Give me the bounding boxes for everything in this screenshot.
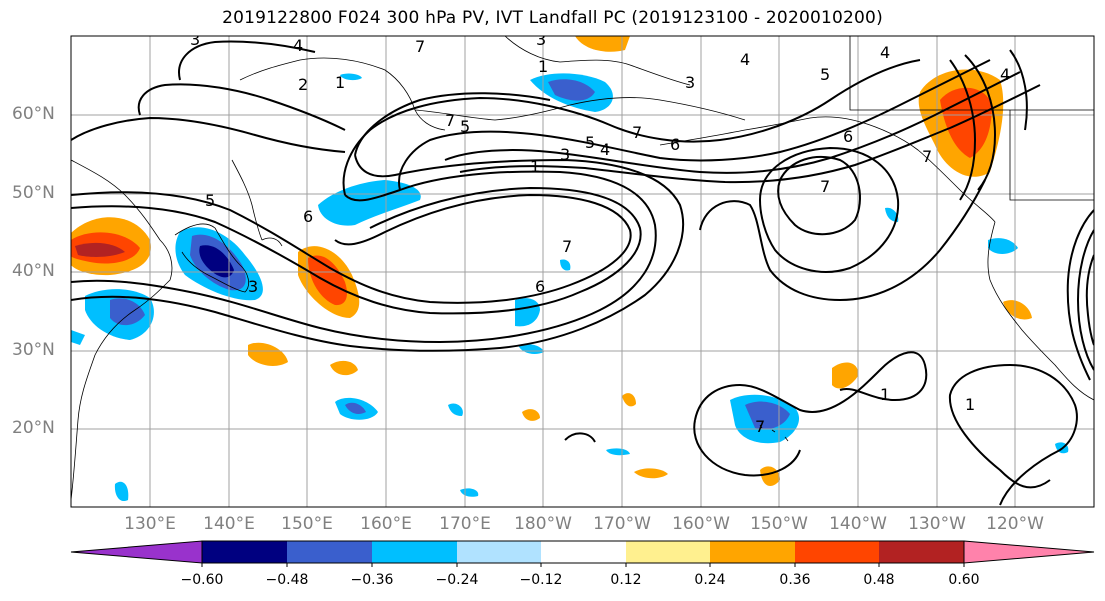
contour-label: 1	[335, 73, 345, 92]
colorbar-extend-max	[963, 540, 1095, 564]
gridlines	[71, 36, 1094, 507]
colorbar-tick-label: −0.36	[350, 572, 394, 588]
colorbar-segment	[710, 541, 795, 563]
lon-label: 180°W	[514, 514, 572, 534]
colorbar-tick-label: −0.24	[435, 572, 479, 588]
lon-label: 170°E	[439, 514, 491, 534]
contour-label: 4	[293, 36, 303, 55]
contour-label: 3	[560, 145, 570, 164]
map-frame	[70, 35, 1095, 508]
colorbar-segment	[202, 541, 287, 563]
contour-label: 4	[740, 50, 750, 69]
colorbar-tick-label: −0.60	[180, 572, 224, 588]
contour-label: 1	[538, 57, 548, 76]
contour-label: 3	[248, 277, 258, 296]
contour-label: 5	[820, 65, 830, 84]
lon-label: 160°E	[360, 514, 412, 534]
contour-label: 4	[880, 43, 890, 62]
colorbar-extend-min	[70, 540, 203, 564]
lat-label: 40°N	[12, 261, 55, 281]
contour-label: 6	[670, 135, 680, 154]
contour-label: 7	[755, 417, 765, 436]
lat-label: 20°N	[12, 418, 55, 438]
colorbar-segment	[879, 541, 964, 563]
lon-label: 130°W	[908, 514, 966, 534]
map-title: 2019122800 F024 300 hPa PV, IVT Landfall…	[222, 8, 883, 28]
contour-label: 1	[965, 395, 975, 414]
contour-labels: 3 4 2 1 5 1 3 5 4 7 6 1 3 4 5 6 7 5 6 7 …	[190, 30, 1010, 436]
lon-label: 140°E	[203, 514, 255, 534]
contour-label: 7	[632, 123, 642, 142]
pv-contours	[71, 40, 1094, 506]
contour-label: 3	[190, 30, 200, 49]
colorbar-segment	[795, 541, 879, 563]
contour-label: 4	[600, 140, 610, 159]
contour-label: 7	[820, 177, 830, 196]
contour-label: 6	[303, 207, 313, 226]
lon-label: 150°W	[750, 514, 808, 534]
lat-label: 50°N	[12, 183, 55, 203]
contour-label: 7	[445, 111, 455, 130]
colorbar-segment	[287, 541, 372, 563]
contour-label: 7	[922, 147, 932, 166]
contour-label: 7	[415, 37, 425, 56]
contour-label: 1	[880, 385, 890, 404]
colorbar-tick-label: 0.12	[610, 572, 642, 588]
colorbar-tick-label: 0.48	[863, 572, 895, 588]
contour-label: 6	[535, 277, 545, 296]
colorbar-segment	[457, 541, 541, 563]
colorbar-segment	[372, 541, 457, 563]
contour-label: 1	[530, 157, 540, 176]
contour-label: 5	[460, 117, 470, 136]
lon-label: 120°W	[986, 514, 1044, 534]
contour-label: 5	[205, 191, 215, 210]
lon-label: 160°W	[672, 514, 730, 534]
contour-label: 7	[562, 237, 572, 256]
contour-label: 3	[536, 30, 546, 49]
colorbar-tick-label: −0.48	[265, 572, 309, 588]
coastlines	[71, 36, 1094, 501]
colorbar	[70, 540, 1095, 567]
colorbar-tick-label: 0.36	[779, 572, 811, 588]
colorbar-tick-label: −0.12	[519, 572, 563, 588]
contour-label: 2	[298, 75, 308, 94]
contour-label: 3	[685, 73, 695, 92]
lon-label: 150°E	[281, 514, 333, 534]
lat-label: 60°N	[12, 104, 55, 124]
contour-label: 4	[1000, 65, 1010, 84]
lat-label: 30°N	[12, 340, 55, 360]
lon-label: 170°W	[593, 514, 651, 534]
contour-label: 6	[843, 127, 853, 146]
colorbar-tick-label: 0.60	[948, 572, 980, 588]
colorbar-tick-label: 0.24	[694, 572, 726, 588]
lon-label: 130°E	[124, 514, 176, 534]
colorbar-segment	[541, 541, 626, 563]
colorbar-segment	[626, 541, 710, 563]
contour-label: 5	[585, 133, 595, 152]
lon-label: 140°W	[829, 514, 887, 534]
pc-shading	[71, 36, 1069, 502]
